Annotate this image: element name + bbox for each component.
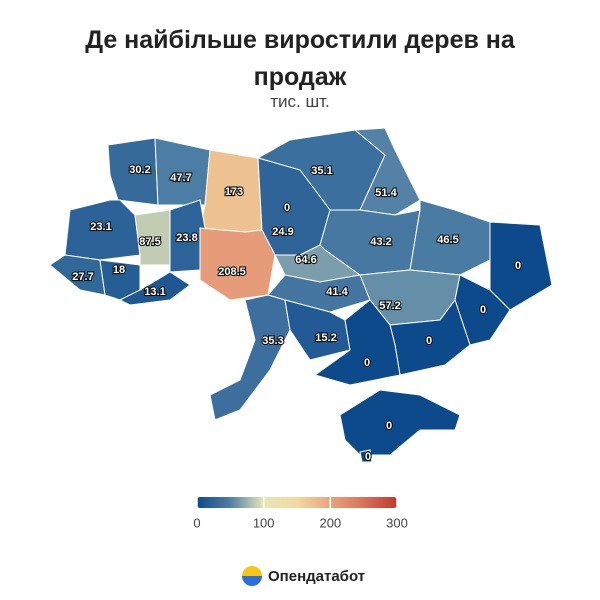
tick-label: 300: [386, 515, 408, 530]
region-label: 46.5: [437, 234, 458, 246]
region-label: 0: [426, 335, 432, 347]
region: [339, 389, 461, 456]
region-label: 57.2: [379, 300, 400, 312]
region: [107, 137, 159, 206]
region: [313, 299, 401, 386]
region-label: 23.8: [176, 232, 197, 244]
region-label: 35.3: [262, 335, 283, 347]
region-label: 41.4: [326, 286, 348, 298]
region-label: 24.9: [272, 226, 293, 238]
region-label: 23.1: [90, 221, 111, 233]
region-label: 87.5: [139, 236, 160, 248]
region-label: 15.2: [315, 332, 336, 344]
region: [134, 209, 171, 266]
region-label: 18: [113, 264, 125, 276]
color-bar: [197, 497, 397, 508]
tick-label: 200: [319, 515, 341, 530]
region-label: 0: [365, 451, 371, 463]
region: [209, 294, 291, 421]
region-label: 0: [386, 420, 392, 432]
region: [359, 449, 373, 463]
tick-label: 100: [253, 515, 275, 530]
region-label: 173: [225, 186, 243, 198]
brand: Опендатабот: [268, 568, 365, 585]
region-label: 64.6: [295, 254, 316, 266]
region: [118, 271, 191, 306]
region-label: 43.2: [370, 236, 391, 248]
region-label: 47.7: [170, 172, 191, 184]
logo-half: [242, 576, 262, 586]
region-label: 208.5: [218, 266, 246, 278]
region-label: 35.1: [311, 165, 332, 177]
region-label: 0: [284, 202, 290, 214]
region: [353, 127, 421, 216]
tick-label: 0: [193, 515, 200, 530]
region-label: 0: [480, 304, 486, 316]
title: Де найбільше виростили дерев на продаж: [85, 26, 515, 91]
region-label: 51.4: [375, 187, 397, 199]
subtitle: тис. шт.: [270, 92, 330, 111]
region-label: 13.1: [144, 286, 165, 298]
region-label: 0: [364, 357, 370, 369]
region-label: 30.2: [129, 164, 150, 176]
region-label: 27.7: [72, 271, 93, 283]
region: [409, 199, 491, 276]
region: [199, 227, 276, 301]
region-label: 0: [515, 260, 521, 272]
